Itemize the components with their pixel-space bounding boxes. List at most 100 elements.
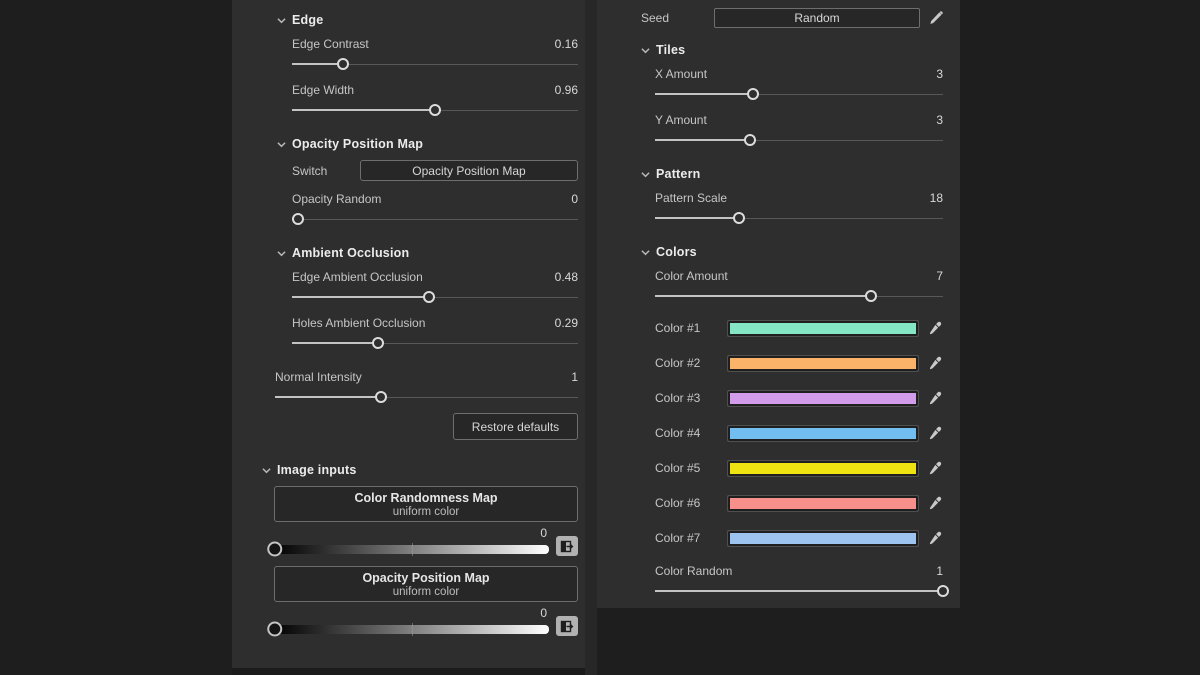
opacity-position-map-input-button[interactable]: Opacity Position Map uniform color (274, 566, 578, 602)
eyedropper-icon[interactable] (927, 321, 943, 335)
eyedropper-icon[interactable] (927, 391, 943, 405)
invert-input-icon[interactable] (556, 536, 578, 556)
opacity-random-slider[interactable] (291, 211, 578, 227)
color-2-row: Color #2 (655, 353, 943, 373)
input-button-subtitle: uniform color (392, 585, 460, 598)
slider-handle[interactable] (371, 337, 384, 349)
eyedropper-icon[interactable] (927, 496, 943, 510)
slider-fill (655, 217, 739, 219)
eyedropper-icon[interactable] (927, 461, 943, 475)
slider-track (655, 218, 943, 219)
color-amount-slider[interactable] (655, 288, 943, 304)
eyedropper-icon[interactable] (927, 356, 943, 370)
color-5-row: Color #5 (655, 458, 943, 478)
param-value[interactable]: 18 (929, 191, 943, 205)
swatch-label: Color #3 (655, 391, 701, 405)
param-value[interactable]: 0.96 (554, 83, 578, 97)
color-6-swatch[interactable] (727, 494, 919, 512)
section-header-edge[interactable]: Edge (277, 12, 578, 28)
slider-handle[interactable] (937, 585, 949, 597)
opacity-position-gradient-slider[interactable] (267, 621, 549, 637)
swatch-label: Color #5 (655, 461, 701, 475)
param-value[interactable]: 3 (936, 113, 943, 127)
slider-handle[interactable] (291, 213, 304, 225)
param-value[interactable]: 0.48 (554, 270, 578, 284)
gradient-slider-value[interactable]: 0 (540, 606, 547, 620)
opacity-position-map-switch-button[interactable]: Opacity Position Map (360, 160, 578, 181)
color-3-swatch[interactable] (727, 389, 919, 407)
param-value[interactable]: 7 (936, 269, 943, 283)
color-5-swatch[interactable] (727, 459, 919, 477)
slider-track (655, 94, 943, 95)
gradient-slider-handle[interactable] (267, 621, 283, 637)
section-header-colors[interactable]: Colors (641, 244, 943, 260)
slider-handle[interactable] (744, 134, 757, 146)
pattern-scale-slider[interactable] (655, 210, 943, 226)
chevron-down-icon (262, 466, 271, 475)
param-opacity-random: Opacity Random 0 (291, 191, 578, 227)
param-value[interactable]: 1 (571, 370, 578, 384)
color-1-swatch[interactable] (727, 319, 919, 337)
color-randomness-gradient-slider[interactable] (267, 541, 549, 557)
restore-defaults-button[interactable]: Restore defaults (453, 413, 578, 440)
section-colors: Colors Color Amount 7 Color (641, 244, 949, 599)
param-label: Color Amount (655, 269, 728, 283)
gradient-slider-value[interactable]: 0 (540, 526, 547, 540)
eyedropper-icon[interactable] (927, 426, 943, 440)
color-2-swatch[interactable] (727, 354, 919, 372)
slider-track (292, 64, 578, 65)
section-header-pattern[interactable]: Pattern (641, 166, 943, 182)
param-value[interactable]: 1 (936, 564, 943, 578)
normal-intensity-slider[interactable] (275, 389, 578, 405)
slider-handle[interactable] (337, 58, 350, 70)
param-pattern-scale: Pattern Scale 18 (655, 190, 943, 226)
section-tiles: Tiles X Amount 3 Y Amount (641, 42, 943, 148)
color-3-row: Color #3 (655, 388, 943, 408)
param-value[interactable]: 0.16 (554, 37, 578, 51)
slider-handle[interactable] (746, 88, 759, 100)
holes-ambient-occlusion-slider[interactable] (292, 335, 578, 351)
param-value[interactable]: 0 (571, 192, 578, 206)
slider-track (292, 219, 578, 220)
slider-handle[interactable] (423, 291, 436, 303)
param-value[interactable]: 3 (936, 67, 943, 81)
section-header-opacity-position-map[interactable]: Opacity Position Map (277, 136, 578, 152)
pencil-icon[interactable] (927, 10, 943, 26)
section-header-tiles[interactable]: Tiles (641, 42, 943, 58)
param-normal-intensity: Normal Intensity 1 (275, 369, 578, 405)
param-holes-ambient-occlusion: Holes Ambient Occlusion 0.29 (292, 315, 578, 351)
gradient-slider-handle[interactable] (267, 541, 283, 557)
seed-row: Seed Random (641, 8, 943, 28)
color-randomness-map-input-button[interactable]: Color Randomness Map uniform color (274, 486, 578, 522)
color-random-slider[interactable] (655, 583, 949, 599)
color-4-row: Color #4 (655, 423, 943, 443)
y-amount-slider[interactable] (655, 132, 943, 148)
slider-handle[interactable] (429, 104, 441, 116)
invert-input-icon[interactable] (556, 616, 578, 636)
x-amount-slider[interactable] (655, 86, 943, 102)
swatch-label: Color #7 (655, 531, 701, 545)
chevron-down-icon (277, 140, 286, 149)
section-title: Edge (292, 13, 324, 27)
edge-width-slider[interactable] (292, 102, 578, 118)
color-4-swatch[interactable] (727, 424, 919, 442)
eyedropper-icon[interactable] (927, 531, 943, 545)
slider-handle[interactable] (375, 391, 388, 403)
section-title: Tiles (656, 43, 686, 57)
param-label: Edge Ambient Occlusion (292, 270, 423, 284)
section-header-image-inputs[interactable]: Image inputs (262, 462, 578, 478)
color-7-swatch[interactable] (727, 529, 919, 547)
gradient-center-tick (411, 623, 413, 636)
param-label: Normal Intensity (275, 370, 362, 384)
section-header-ambient-occlusion[interactable]: Ambient Occlusion (277, 245, 578, 261)
right-parameters-panel: Seed Random Tiles X Amount 3 (597, 0, 960, 608)
edge-ambient-occlusion-slider[interactable] (292, 289, 578, 305)
edge-contrast-slider[interactable] (292, 56, 578, 72)
slider-handle[interactable] (865, 290, 877, 302)
slider-fill (655, 93, 753, 95)
param-value[interactable]: 0.29 (554, 316, 578, 330)
seed-input[interactable]: Random (714, 8, 920, 28)
swatch-label: Color #1 (655, 321, 701, 335)
slider-handle[interactable] (732, 212, 745, 224)
